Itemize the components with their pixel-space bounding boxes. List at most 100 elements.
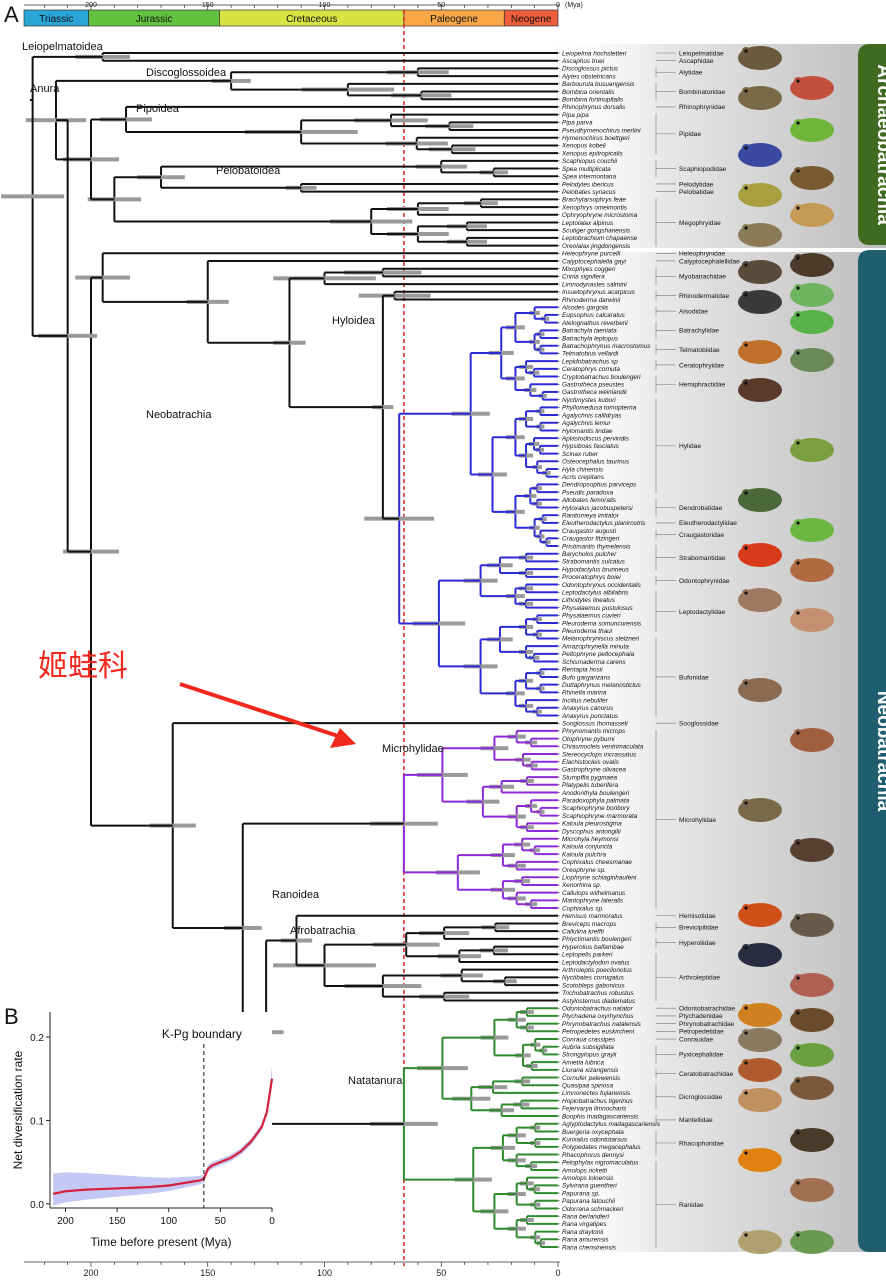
frog-pupil: [744, 381, 748, 385]
species-label: Agalychnis lemur: [561, 420, 612, 427]
family-label: Rhacophoridae: [679, 1140, 724, 1147]
frog-pupil: [744, 681, 748, 685]
species-label: Allobates femoralis: [561, 497, 617, 504]
frog-pupil: [796, 79, 800, 83]
species-label: Odontophrynus occidentalis: [562, 582, 642, 589]
species-label: Proceratophrys boiei: [562, 574, 621, 581]
species-label: Hyloxalus jacobuspetersi: [562, 505, 633, 512]
species-label: Odorrana schmackeri: [562, 1206, 624, 1213]
species-label: Eupsophus calcaratus: [562, 312, 626, 319]
species-label: Scaphiophryne marmorata: [562, 813, 638, 820]
axis-tick-label: 0: [556, 2, 560, 9]
family-label: Petropedetidae: [679, 1029, 724, 1036]
chart-y-tick-label: 0.0: [30, 1200, 44, 1211]
species-label: Melanophryniscus stelzneri: [562, 636, 640, 643]
superfamily-label: Afrobatrachia: [290, 925, 356, 937]
axis-unit: (Mya): [565, 2, 583, 9]
species-label: Anaxyrus punctatus: [561, 713, 619, 720]
frog-pupil: [796, 351, 800, 355]
frog-pupil: [796, 1131, 800, 1135]
species-label: Bombina fortinupitalis: [562, 97, 624, 104]
phylogenetic-tree: [1, 52, 558, 1248]
confidence-bar: [478, 1085, 508, 1090]
frog-pupil: [796, 611, 800, 615]
species-label: Rana berlandieri: [562, 1213, 609, 1220]
species-label: Hylomantis lindae: [562, 428, 613, 435]
frog-photo: [790, 253, 834, 277]
species-label: Stumpffia pygmaea: [562, 774, 618, 781]
species-label: Eleutherodactylus planirostris: [562, 520, 646, 527]
species-label: Physalaemus pustulosus: [562, 605, 633, 612]
species-label: Lithodytes lineatus: [562, 597, 616, 604]
species-label: Kurixalus odontotarsus: [562, 1136, 628, 1143]
frog-photo: [738, 223, 782, 247]
species-label: Callulops wilhelmanus: [562, 890, 626, 897]
clade-bar: [858, 250, 886, 1252]
species-label: Rhinella marina: [562, 690, 607, 697]
species-label: Phrynomantis microps: [562, 728, 626, 735]
frog-pupil: [744, 343, 748, 347]
frog-photo: [738, 488, 782, 512]
family-label: Rhinophrynidae: [679, 104, 726, 111]
species-label: Atelognathus reverberii: [561, 320, 628, 327]
species-label: Conraua crassipes: [562, 1036, 616, 1043]
species-label: Ptychadena oxyrhynchus: [562, 1013, 634, 1020]
species-label: Telmatobius vellardi: [562, 351, 619, 358]
species-label: Hoplobatrachus tigerinus: [562, 1098, 633, 1105]
species-label: Duttaphrynus melanostictus: [562, 682, 642, 689]
frog-photo: [790, 1128, 834, 1152]
family-label: Odontobatrachidae: [679, 1006, 735, 1013]
family-label: Batrachylidae: [679, 328, 719, 335]
chart-y-tick-label: 0.2: [30, 1033, 44, 1044]
frog-photo: [738, 543, 782, 567]
annotation: 姬蛙科: [38, 650, 356, 748]
species-label: Phrynobatrachus natalensis: [562, 1021, 642, 1028]
family-label: Strabomantidae: [679, 555, 726, 562]
species-label: Paradoxophyla palmata: [562, 798, 630, 805]
family-label: Brevicipitidae: [679, 925, 719, 932]
species-label: Heleophryne purcelli: [562, 251, 621, 258]
family-label: Alsodidae: [679, 308, 708, 315]
species-label: Calyptocephalella gayi: [562, 258, 627, 265]
period-label: Cretaceous: [286, 14, 337, 25]
species-label: Sylvirana guentheri: [562, 1183, 617, 1190]
family-label: Bufonidae: [679, 674, 709, 681]
species-label: Papurana latouchii: [562, 1198, 616, 1205]
family-label: Calyptocephalellidae: [679, 258, 740, 265]
family-label: Leiopelmatidae: [679, 50, 724, 57]
species-label: Osteocephalus taurinus: [562, 459, 630, 466]
frog-photo: [738, 378, 782, 402]
frog-photos: [738, 46, 834, 1254]
family-label: Alytidae: [679, 70, 703, 77]
family-label: Ptychadenidae: [679, 1013, 723, 1020]
superfamily-label: Pelobatoidea: [216, 165, 281, 177]
species-label: Astylosternus diadematus: [561, 998, 636, 1005]
species-label: Microhyla heymonsi: [562, 836, 619, 843]
species-label: Breviceps macrops: [562, 921, 617, 928]
species-label: Pristimantis thymelensis: [562, 543, 631, 550]
species-label: Rana chensinensis: [562, 1244, 617, 1251]
species-label: Scotobleps gabonicus: [562, 982, 625, 989]
frog-pupil: [744, 89, 748, 93]
frog-pupil: [744, 1061, 748, 1065]
family-label: Odontophrynidae: [679, 578, 730, 585]
chart-x-tick-label: 100: [160, 1216, 177, 1227]
frog-photo: [790, 283, 834, 307]
superfamily-label: Hyloidea: [332, 315, 376, 327]
axis-tick-label: 150: [200, 1268, 215, 1278]
species-label: Anodonthyla boulengeri: [561, 790, 630, 797]
chart-series-line: [52, 1078, 274, 1195]
species-label: Gastrotheca weinlandii: [562, 389, 627, 396]
species-label: Leptodactylus albilabris: [562, 590, 629, 597]
species-label: Kaloula pleurostigma: [562, 821, 622, 828]
panel-a-label: A: [4, 2, 19, 27]
species-label: Alsodes gargola: [561, 305, 608, 312]
frog-pupil: [744, 546, 748, 550]
chart-annotation: K-Pg boundary: [162, 1027, 242, 1041]
axis-tick-label: 150: [202, 2, 214, 9]
species-label: Hemisus marmoratus: [562, 913, 624, 920]
species-label: Nyctibates corrugatus: [562, 975, 625, 982]
confidence-bar: [519, 703, 534, 708]
confidence-bar: [519, 601, 534, 606]
